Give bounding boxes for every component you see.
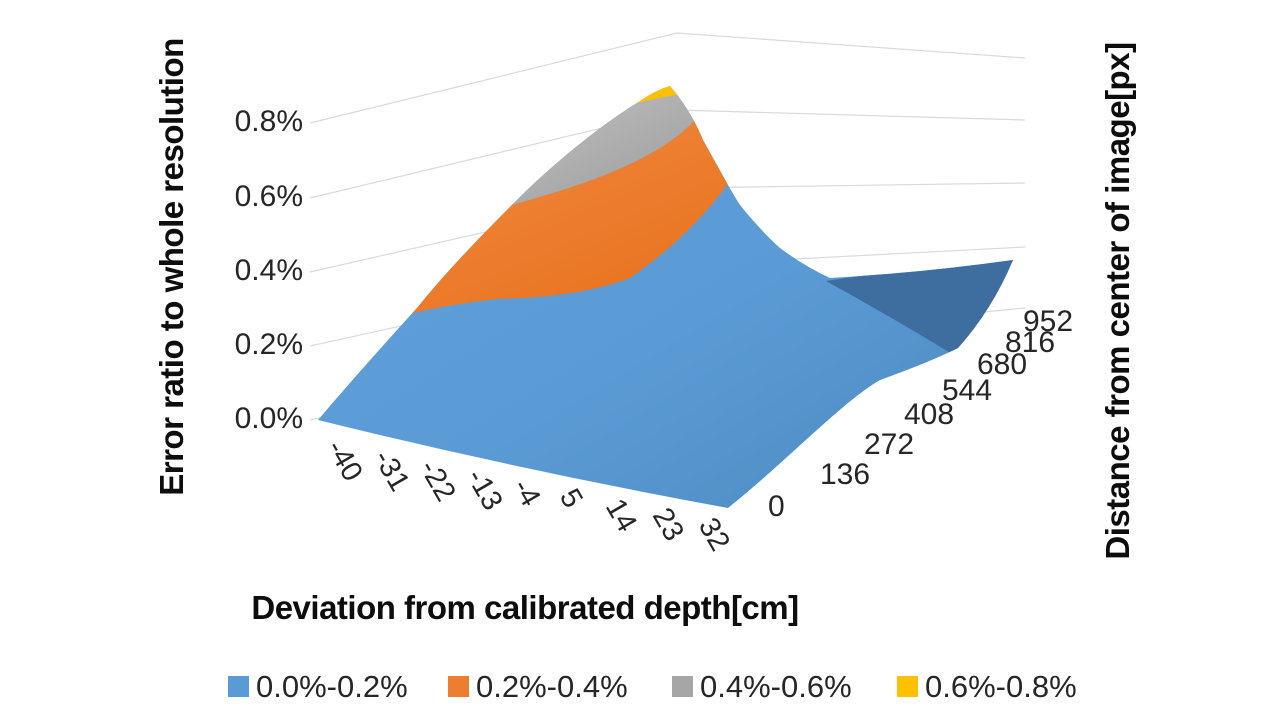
surface-band-04-06 <box>506 90 700 210</box>
series-axis-tick-label: 952 <box>1023 305 1073 338</box>
value-axis-tick-label: 0.2% <box>235 328 303 361</box>
legend-swatch <box>228 676 249 697</box>
category-axis-tick-label: -31 <box>367 445 416 497</box>
surface-band-0-02 <box>318 86 1013 508</box>
category-axis-title: Deviation from calibrated depth[cm] <box>251 589 798 626</box>
legend-item[interactable]: 0.0%-0.2% <box>228 669 408 704</box>
series-axis-tick-label: 136 <box>820 458 870 491</box>
legend-item[interactable]: 0.6%-0.8% <box>897 669 1077 704</box>
surface-plot <box>318 86 1013 508</box>
category-axis-tick-label: 32 <box>692 513 736 557</box>
series-axis-tick-label: 816 <box>1005 326 1055 359</box>
legend-label: 0.4%-0.6% <box>700 669 852 704</box>
value-axis-tick-label: 0.8% <box>235 105 303 138</box>
legend-label: 0.2%-0.4% <box>476 669 628 704</box>
legend-label: 0.6%-0.8% <box>925 669 1077 704</box>
value-axis-tick-label: 0.4% <box>235 254 303 287</box>
category-axis-tick-label: 5 <box>553 484 589 514</box>
value-axis-title: Error ratio to whole resolution <box>153 38 190 496</box>
value-axis-tick-label: 0.6% <box>235 180 303 213</box>
legend-swatch <box>897 676 918 697</box>
series-axis: 0 136 272 408 544 680 816 952 <box>768 305 1073 523</box>
legend-swatch <box>672 676 693 697</box>
category-axis-tick-label: 14 <box>599 494 643 538</box>
category-axis-tick-label: 23 <box>646 503 690 547</box>
category-axis-tick-label: -40 <box>320 435 369 487</box>
category-axis-tick-label: -13 <box>460 464 509 516</box>
series-axis-tick-label: 680 <box>977 348 1027 381</box>
legend: 0.0%-0.2% 0.2%-0.4% 0.4%-0.6% 0.6%-0.8% <box>228 669 1077 704</box>
value-axis-tick-label: 0.0% <box>235 402 303 435</box>
series-axis-tick-label: 544 <box>942 374 992 407</box>
legend-label: 0.0%-0.2% <box>256 669 408 704</box>
legend-item[interactable]: 0.4%-0.6% <box>672 669 852 704</box>
series-axis-tick-label: 0 <box>768 490 785 523</box>
gridline <box>309 32 1026 124</box>
legend-item[interactable]: 0.2%-0.4% <box>448 669 628 704</box>
category-axis-tick-label: -22 <box>413 455 462 507</box>
legend-swatch <box>448 676 469 697</box>
series-axis-tick-label: 272 <box>864 428 914 461</box>
category-axis-tick-label: -4 <box>506 474 547 512</box>
series-axis-tick-label: 408 <box>904 398 954 431</box>
series-axis-title: Distance from center of image[px] <box>1099 42 1136 559</box>
value-axis: 0.8% 0.6% 0.4% 0.2% 0.0% <box>235 105 303 435</box>
surface-band-02-04 <box>410 114 731 314</box>
